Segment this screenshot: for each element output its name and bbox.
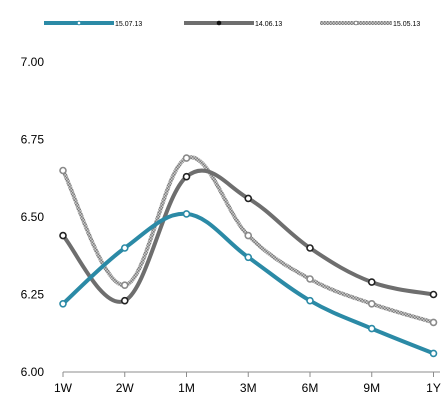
x-tick-label: 3M: [240, 381, 257, 395]
x-tick-label: 1W: [54, 381, 73, 395]
data-point: [59, 231, 67, 240]
y-tick-label: 7.00: [21, 55, 45, 69]
data-point: [429, 290, 438, 299]
data-point: [244, 231, 253, 240]
x-tick-label: 1M: [178, 381, 195, 395]
data-point: [367, 324, 376, 333]
legend: 15.07.13 14.06.13 15.05.13: [44, 20, 420, 28]
data-point: [306, 275, 314, 283]
legend-item-3: 15.05.13: [320, 20, 420, 28]
data-point: [59, 299, 67, 308]
x-tick-label: 1Y: [426, 381, 441, 395]
legend-marker: [76, 20, 82, 26]
data-point: [429, 318, 438, 327]
x-tick-label: 9M: [363, 381, 380, 395]
y-tick-label: 6.50: [21, 210, 45, 224]
series-2: [59, 168, 438, 305]
legend-label-2: 14.06.13: [255, 21, 282, 28]
data-point: [306, 244, 314, 252]
legend-marker: [216, 20, 222, 26]
data-point: [120, 296, 129, 305]
plot-area: [59, 154, 438, 358]
series-3: [59, 154, 438, 327]
y-axis: 6.00 6.25 6.50 6.75 7.00: [21, 55, 45, 379]
data-point: [120, 281, 129, 290]
y-tick-label: 6.25: [21, 288, 45, 302]
y-tick-label: 6.00: [21, 365, 45, 379]
data-point: [244, 253, 253, 262]
data-point: [306, 296, 314, 305]
data-point: [182, 154, 191, 162]
data-point: [59, 166, 67, 175]
data-point: [182, 210, 191, 218]
data-point: [429, 349, 438, 358]
data-point: [182, 172, 191, 181]
series-1: [59, 210, 438, 358]
legend-marker: [353, 20, 359, 26]
x-tick-label: 6M: [302, 381, 319, 395]
legend-item-1: 15.07.13: [44, 20, 142, 28]
legend-label-3: 15.05.13: [393, 21, 420, 28]
y-tick-label: 6.75: [21, 133, 45, 147]
legend-label-1: 15.07.13: [115, 21, 142, 28]
x-axis: 1W 2W 1M 3M 6M 9M 1Y: [54, 371, 441, 395]
x-tick-label: 2W: [116, 381, 135, 395]
legend-item-2: 14.06.13: [184, 20, 282, 28]
data-point: [367, 299, 376, 308]
data-point: [244, 194, 253, 203]
series-line: [61, 155, 436, 325]
data-point: [120, 244, 129, 252]
data-point: [367, 278, 376, 286]
